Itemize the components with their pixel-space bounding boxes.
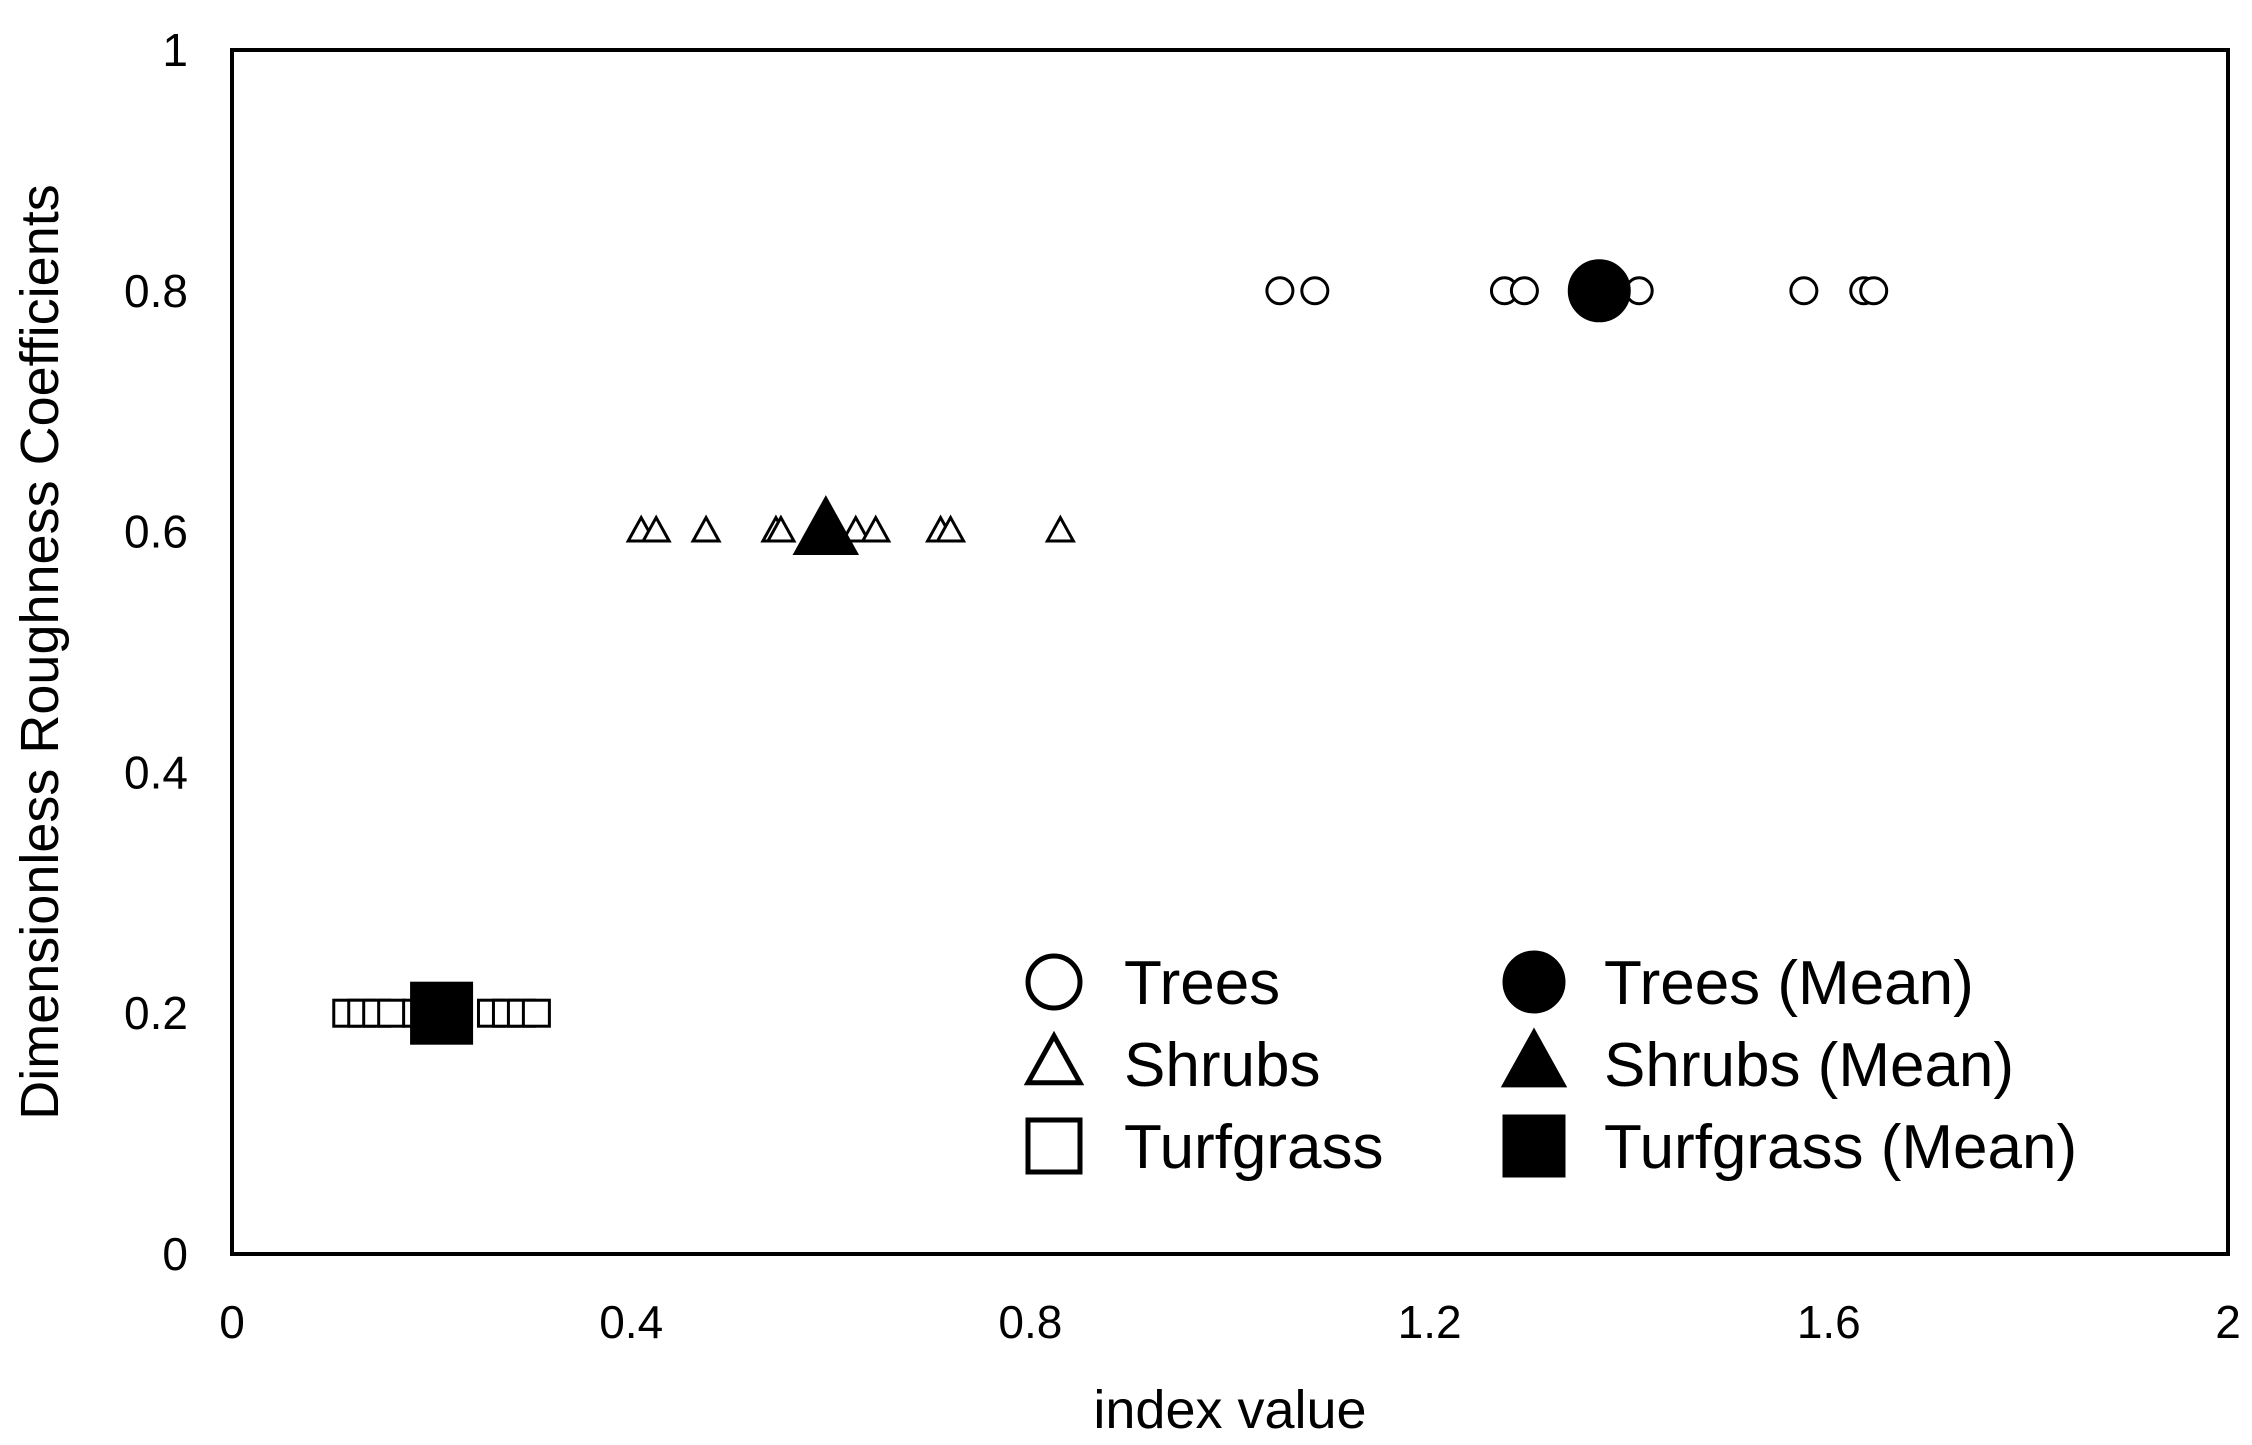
data-point-shrubs: [1044, 514, 1076, 543]
plot-area: [230, 48, 2230, 1256]
y-axis-title: Dimensionless Roughness Coefficients: [10, 184, 70, 1119]
legend-label: Turfgrass: [1124, 1113, 1384, 1182]
y-tick-label: 0.4: [124, 746, 188, 798]
legend-marker: [1502, 950, 1566, 1014]
x-axis-title: index value: [1093, 1380, 1366, 1440]
legend: Trees Trees (Mean) Shrubs Shrubs (Mean) Turf…: [1023, 949, 2077, 1182]
x-tick-label: 0.8: [998, 1296, 1062, 1348]
data-point-shrubs: [935, 514, 967, 543]
y-tick-label: 0.2: [124, 987, 188, 1039]
data-point-trees: [1300, 276, 1330, 306]
y-tick-label: 0.6: [124, 506, 188, 558]
y-tick-label: 1: [162, 24, 188, 76]
legend-label: Turfgrass (Mean): [1604, 1113, 2077, 1182]
x-tick-labels: 0 0.4 0.8 1.2 1.6 2: [219, 1296, 2241, 1348]
data-point-shrubs: [640, 514, 672, 543]
data-point-shrubs: [690, 514, 722, 543]
data-point-shrubs: [765, 514, 797, 543]
legend-marker: [1502, 1114, 1566, 1178]
x-tick-label: 2: [2215, 1296, 2241, 1348]
data-point-shrubs: [840, 514, 872, 543]
data-point-shrubs: [860, 514, 892, 543]
legend-label: Shrubs (Mean): [1604, 1031, 2014, 1100]
legend-marker: [1023, 1030, 1085, 1086]
data-point-trees: [1789, 276, 1819, 306]
legend-marker: [1025, 953, 1083, 1011]
legend-marker: [1500, 1027, 1568, 1088]
data-point-trees: [1859, 276, 1889, 306]
data-point-turfgrass: [377, 998, 407, 1028]
y-tick-label: 0.8: [124, 265, 188, 317]
legend-label: Shrubs: [1124, 1031, 1320, 1100]
legend-label: Trees (Mean): [1604, 949, 1974, 1018]
y-tick-labels: 0 0.2 0.4 0.6 0.8 1: [124, 24, 188, 1280]
mean-point-shrubs-mean: [792, 495, 860, 555]
y-tick-label: 0: [162, 1228, 188, 1280]
mean-point-turfgrass-mean: [410, 981, 474, 1045]
x-tick-label: 0: [219, 1296, 245, 1348]
data-point-turfgrass: [521, 998, 551, 1028]
mean-point-trees-mean: [1567, 259, 1631, 323]
legend-label: Trees: [1124, 949, 1280, 1018]
legend-marker: [1025, 1117, 1083, 1175]
x-tick-label: 1.2: [1398, 1296, 1462, 1348]
data-point-trees: [1509, 276, 1539, 306]
data-point-trees: [1265, 276, 1295, 306]
data-points: [332, 259, 1889, 1045]
x-tick-label: 0.4: [599, 1296, 663, 1348]
x-tick-label: 1.6: [1797, 1296, 1861, 1348]
